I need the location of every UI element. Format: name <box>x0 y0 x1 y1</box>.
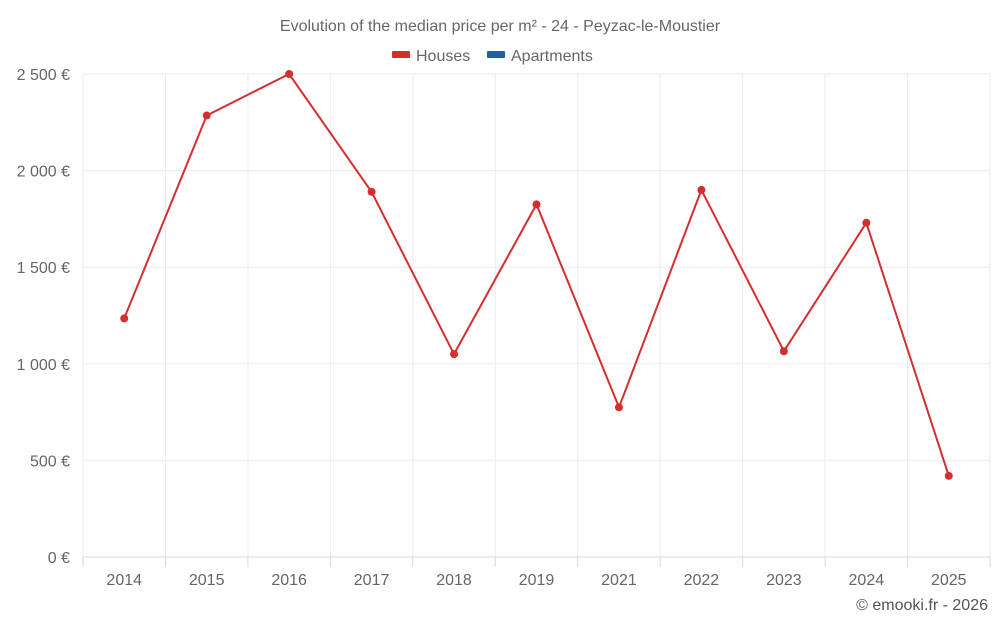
data-point-houses-2025[interactable] <box>944 471 953 480</box>
series-layer <box>120 70 953 480</box>
data-point-houses-2022[interactable] <box>697 185 706 194</box>
x-tick-label: 2016 <box>271 572 307 589</box>
legend-swatch-houses <box>392 51 410 58</box>
data-point-houses-2021[interactable] <box>614 403 623 412</box>
y-tick-label: 2 500 € <box>17 67 70 84</box>
x-tick-label: 2025 <box>931 572 967 589</box>
data-point-houses-2019[interactable] <box>532 200 541 209</box>
y-tick-label: 0 € <box>48 550 70 567</box>
legend-item-houses[interactable]: Houses <box>392 48 470 65</box>
y-axis-ticks: 0 € 500 € 1 000 € 1 500 € 2 000 € 2 500 € <box>17 67 70 567</box>
y-tick-label: 500 € <box>30 453 70 470</box>
legend-item-apartments[interactable]: Apartments <box>487 48 593 65</box>
x-tick-label: 2022 <box>684 572 720 589</box>
x-tick-label: 2024 <box>849 572 885 589</box>
data-point-houses-2014[interactable] <box>120 314 129 323</box>
y-gridlines <box>83 73 990 461</box>
x-tick-label: 2021 <box>601 572 637 589</box>
y-tick-label: 1 000 € <box>17 357 70 374</box>
x-tick-label: 2023 <box>766 572 802 589</box>
legend-label-houses: Houses <box>416 48 470 65</box>
data-point-houses-2016[interactable] <box>285 70 294 78</box>
legend-swatch-apartments <box>487 51 505 58</box>
y-tick-label: 2 000 € <box>17 164 70 181</box>
data-point-houses-2018[interactable] <box>450 350 459 359</box>
x-tick-label: 2019 <box>519 572 555 589</box>
x-tick-label: 2018 <box>436 572 472 589</box>
x-tick-label: 2014 <box>106 572 142 589</box>
credit-text: © emooki.fr - 2026 <box>856 597 988 614</box>
y-tick-label: 1 500 € <box>17 260 70 277</box>
x-axis-ticks: 2014 2015 2016 2017 2018 2019 2021 2022 2023 2024… <box>82 557 991 589</box>
data-point-houses-2015[interactable] <box>202 111 211 120</box>
x-tick-label: 2015 <box>189 572 225 589</box>
chart-legend: Houses Apartments <box>392 48 593 65</box>
legend-label-apartments: Apartments <box>511 48 593 65</box>
x-gridlines <box>82 74 991 557</box>
data-point-houses-2023[interactable] <box>779 347 788 356</box>
data-point-houses-2024[interactable] <box>862 218 871 227</box>
x-tick-label: 2017 <box>354 572 390 589</box>
chart-title: Evolution of the median price per m² - 2… <box>280 18 721 35</box>
data-point-houses-2017[interactable] <box>367 187 376 196</box>
